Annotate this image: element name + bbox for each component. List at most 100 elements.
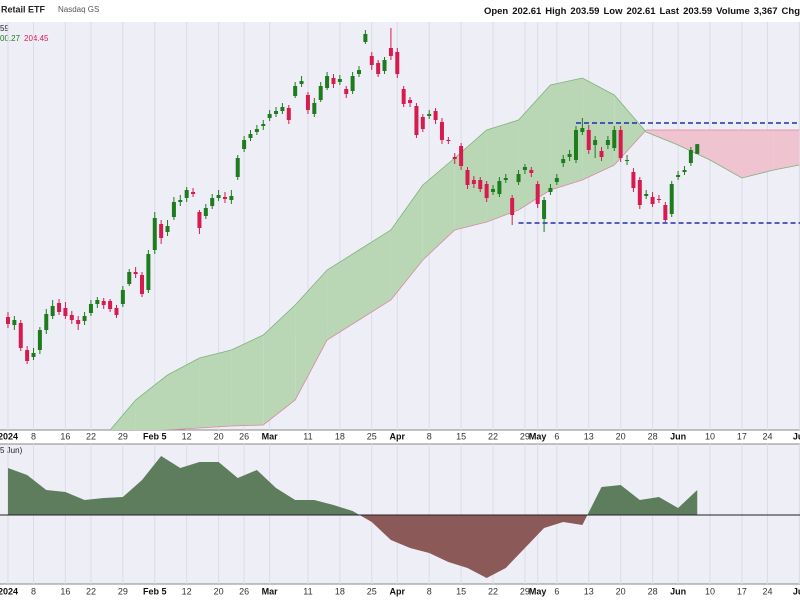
x-tick-label: 8 xyxy=(427,431,432,441)
candle-body xyxy=(114,308,119,315)
x-tick-label: 17 xyxy=(737,431,747,441)
candle-body xyxy=(656,199,661,200)
candle-body xyxy=(88,304,93,313)
candle-body xyxy=(267,114,272,118)
quote-label: Last xyxy=(659,6,680,17)
quote-value: 203.59 xyxy=(683,6,713,17)
area-negative xyxy=(7,515,698,578)
candle-body xyxy=(446,140,451,141)
x-tick-label: May xyxy=(529,431,547,441)
x-tick-label: 22 xyxy=(86,431,96,441)
x-tick-label: Apr xyxy=(390,431,406,441)
legend-text: 59 xyxy=(0,24,9,33)
candle-body xyxy=(395,52,400,74)
x-tick-label: 22 xyxy=(488,431,498,441)
candle-body xyxy=(280,107,285,111)
x-tick-label: 18 xyxy=(335,586,345,596)
candle-body xyxy=(95,300,100,304)
x-tick-label: Apr xyxy=(390,586,406,596)
candle-body xyxy=(120,290,125,304)
cloud-fill xyxy=(518,85,551,210)
candle-body xyxy=(82,316,87,321)
candle-body xyxy=(248,134,253,138)
candle-body xyxy=(203,208,208,216)
x-tick-label: 6 xyxy=(554,431,559,441)
area-positive xyxy=(7,456,698,515)
candle-body xyxy=(299,81,304,84)
candle-body xyxy=(503,178,508,180)
candle-body xyxy=(631,172,636,188)
x-tick-label: 26 xyxy=(239,586,249,596)
x-tick-label: 28 xyxy=(648,586,658,596)
quote-bar: Open 202.61 High 203.59 Low 202.61 Last 203.59 V… xyxy=(480,6,800,17)
candle-body xyxy=(18,323,23,348)
candle-body xyxy=(363,34,368,42)
x-tick-label: Mar xyxy=(262,431,279,441)
x-tick-label: 25 xyxy=(367,586,377,596)
candle-body xyxy=(5,317,10,324)
candle-body xyxy=(522,167,527,170)
cloud-fill xyxy=(199,350,232,428)
candle-body xyxy=(573,130,578,160)
cloud-fill xyxy=(135,375,168,430)
candle-body xyxy=(491,189,496,192)
candle-body xyxy=(516,174,521,182)
x-tick-label: 25 xyxy=(367,431,377,441)
candle-body xyxy=(152,218,157,250)
candle-body xyxy=(101,301,106,305)
x-tick-label: 8 xyxy=(427,586,432,596)
candle-body xyxy=(178,200,183,202)
x-tick-label: 8 xyxy=(31,586,36,596)
candle-body xyxy=(465,170,470,185)
cloud-fill xyxy=(167,358,200,430)
cloud-fill xyxy=(327,250,359,340)
candle-body xyxy=(548,188,553,192)
x-tick-label: 28 xyxy=(648,431,658,441)
cloud-fill xyxy=(582,78,615,180)
x-tick-label: 24 xyxy=(762,431,772,441)
candle-body xyxy=(159,224,164,238)
candle-body xyxy=(261,124,266,126)
x-tick-label: Feb 5 xyxy=(143,431,167,441)
cloud-line xyxy=(161,129,800,430)
candle-body xyxy=(484,184,489,198)
x-tick-label: 16 xyxy=(60,431,70,441)
x-tick-label: 15 xyxy=(456,586,466,596)
candle-body xyxy=(376,63,381,74)
candle-body xyxy=(274,111,279,114)
candle-body xyxy=(497,181,502,194)
cloud-fill xyxy=(263,305,296,425)
x-tick-label: 22 xyxy=(488,586,498,596)
candle-body xyxy=(593,140,598,145)
candle-body xyxy=(567,154,572,157)
x-tick-label: 8 xyxy=(31,431,36,441)
quote-value: 202.61 xyxy=(626,6,656,17)
candle-body xyxy=(331,78,336,84)
candle-body xyxy=(356,70,361,74)
candle-body xyxy=(171,202,176,217)
candle-body xyxy=(369,56,374,65)
candle-body xyxy=(382,60,387,71)
candle-body xyxy=(197,212,202,228)
candle-body xyxy=(254,129,259,132)
x-tick-label: 13 xyxy=(584,431,594,441)
x-tick-label: 20 xyxy=(214,586,224,596)
candle-body xyxy=(459,146,464,166)
candle-body xyxy=(427,114,432,116)
quote-value: 3,367 xyxy=(753,6,778,17)
candle-body xyxy=(318,86,323,100)
x-tick-label: 29 xyxy=(118,431,128,441)
x-tick-label: 13 xyxy=(584,586,594,596)
candle-body xyxy=(554,178,559,182)
candle-body xyxy=(108,301,113,309)
x-tick-label: 6 xyxy=(554,586,559,596)
x-tick-label: Jul xyxy=(793,431,800,441)
candle-body xyxy=(663,205,668,220)
x-tick-label: 20 xyxy=(616,431,626,441)
quote-label: Low xyxy=(603,6,623,17)
candle-body xyxy=(669,184,674,214)
cloud-fill xyxy=(358,230,391,320)
quote-value: 203.59 xyxy=(570,6,600,17)
cloud-fill xyxy=(422,158,455,260)
candle-body xyxy=(76,320,81,324)
